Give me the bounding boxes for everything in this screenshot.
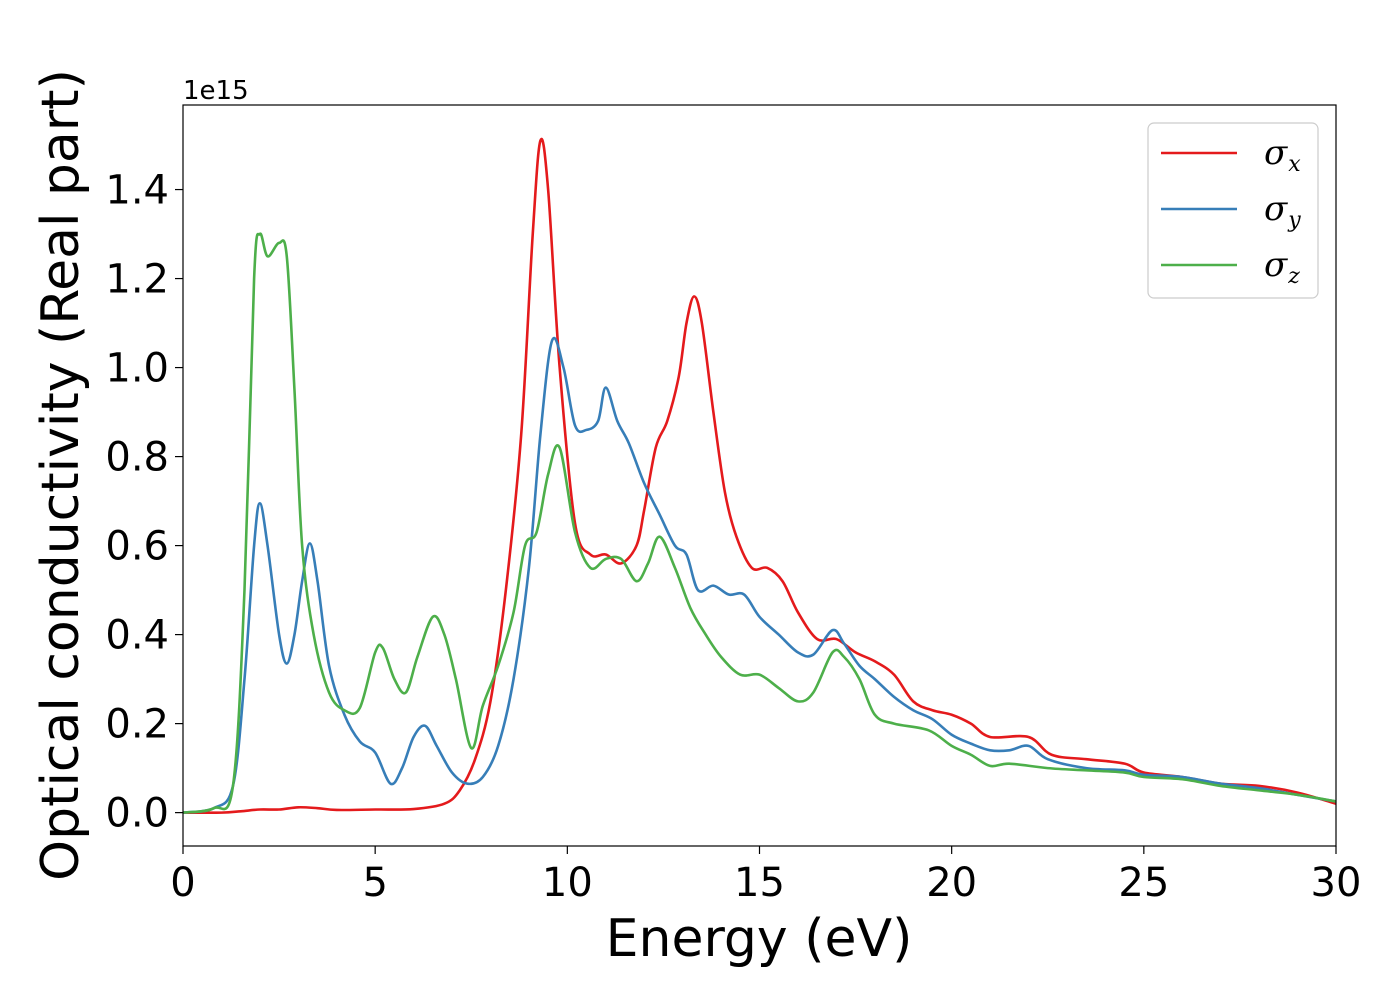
x-axis-label: Energy (eV) <box>606 909 913 969</box>
x-axis: 0 5 10 15 20 25 30 <box>170 846 1361 906</box>
x-tick-label: 20 <box>926 860 977 906</box>
x-tick-label: 0 <box>170 860 195 906</box>
y-offset-label: 1e15 <box>183 76 249 106</box>
y-tick-label: 0.8 <box>105 435 169 481</box>
y-tick-label: 0.2 <box>105 702 169 748</box>
series-layer <box>183 137 1336 815</box>
series-line-sigma-y <box>183 336 1336 814</box>
x-tick-label: 5 <box>362 860 387 906</box>
series-line-sigma-x <box>183 137 1336 815</box>
x-tick-label: 30 <box>1311 860 1362 906</box>
legend-box <box>1147 122 1319 299</box>
y-tick-label: 1.0 <box>105 346 169 392</box>
x-tick-label: 10 <box>542 860 593 906</box>
y-axis-label: Optical conductivity (Real part) <box>31 69 91 881</box>
x-tick-label: 15 <box>734 860 785 906</box>
y-tick-label: 0.6 <box>105 524 169 570</box>
y-tick-label: 1.4 <box>105 168 169 214</box>
y-axis: 0.0 0.2 0.4 0.6 0.8 1.0 1.2 1.4 <box>105 168 183 837</box>
y-tick-label: 1.2 <box>105 257 169 303</box>
y-tick-label: 0.0 <box>105 791 169 837</box>
series-line-sigma-z <box>183 232 1336 814</box>
y-tick-label: 0.4 <box>105 613 169 659</box>
x-tick-label: 25 <box>1118 860 1169 906</box>
